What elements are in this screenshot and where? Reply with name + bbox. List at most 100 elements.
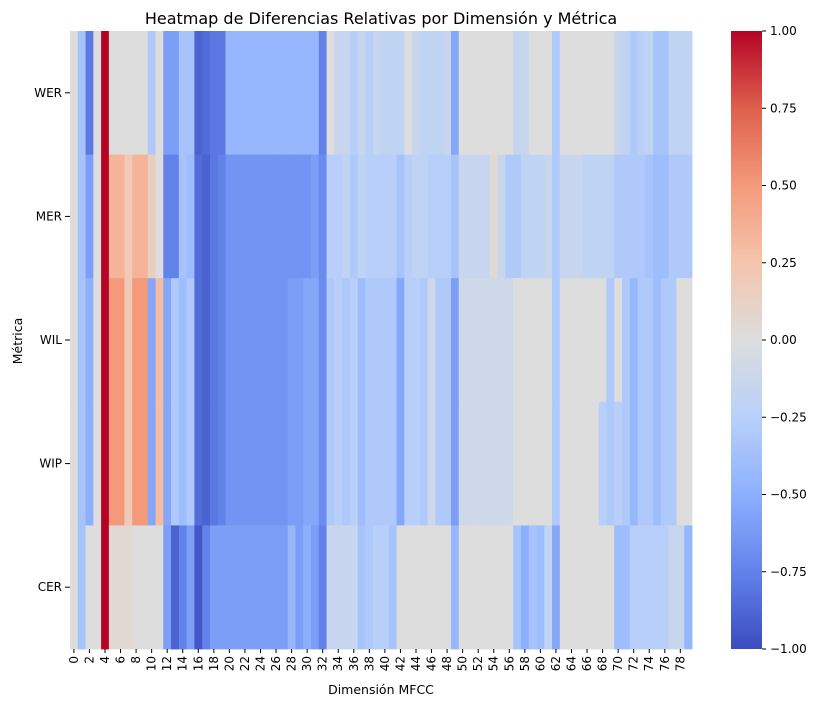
- heatmap-cell: [544, 154, 553, 279]
- heatmap-cell: [225, 401, 234, 526]
- heatmap-cell: [482, 525, 491, 650]
- colorbar-tick-label: 0.00: [770, 333, 797, 347]
- heatmap-cell: [474, 31, 483, 155]
- heatmap-cell: [450, 278, 460, 403]
- heatmap-cell: [248, 525, 258, 650]
- heatmap-cell: [404, 31, 413, 155]
- heatmap-cell: [404, 278, 413, 403]
- heatmap-cell: [629, 31, 638, 155]
- heatmap-cell: [233, 154, 242, 279]
- heatmap-cell: [474, 525, 483, 650]
- heatmap-cell: [311, 154, 320, 279]
- heatmap-cell: [412, 31, 421, 155]
- heatmap-cell: [116, 31, 125, 155]
- heatmap-cell: [326, 31, 335, 155]
- heatmap-cell: [147, 401, 156, 526]
- x-tick-label: 26: [269, 656, 283, 671]
- heatmap-cell: [412, 401, 421, 526]
- heatmap-cell: [365, 525, 374, 650]
- heatmap-cell: [419, 154, 429, 279]
- heatmap-cell: [653, 278, 662, 403]
- heatmap-cell: [567, 278, 576, 403]
- heatmap-cell: [684, 154, 693, 279]
- heatmap-cell: [264, 154, 273, 279]
- heatmap-cell: [241, 31, 250, 155]
- heatmap-cell: [435, 401, 444, 526]
- heatmap-cell: [567, 401, 576, 526]
- heatmap-cell: [101, 401, 110, 526]
- heatmap-cell: [614, 154, 623, 279]
- heatmap-cell: [85, 401, 94, 526]
- heatmap-cell: [450, 31, 460, 155]
- heatmap-cell: [139, 525, 149, 650]
- heatmap-cell: [101, 31, 110, 155]
- heatmap-cell: [241, 525, 250, 650]
- heatmap-cell: [93, 525, 102, 650]
- heatmap-cell: [365, 401, 374, 526]
- x-tick-label: 44: [409, 656, 423, 671]
- heatmap-cell: [404, 154, 413, 279]
- heatmap-cell: [396, 525, 405, 650]
- heatmap-cell: [225, 278, 234, 403]
- heatmap-cell: [676, 278, 685, 403]
- heatmap-cell: [209, 525, 219, 650]
- heatmap-cell: [544, 525, 553, 650]
- x-tick-label: 18: [207, 656, 221, 671]
- heatmap-cell: [497, 278, 506, 403]
- heatmap-cell: [622, 525, 631, 650]
- heatmap-cell: [629, 278, 638, 403]
- heatmap-cell: [178, 525, 188, 650]
- heatmap-cell: [513, 401, 522, 526]
- heatmap-cell: [287, 278, 296, 403]
- heatmap-cell: [163, 525, 172, 650]
- heatmap-cell: [443, 278, 452, 403]
- x-tick-label: 6: [114, 656, 128, 664]
- heatmap-cell: [279, 154, 289, 279]
- heatmap-cell: [318, 278, 327, 403]
- x-axis: 0 2 4 6 8 10 12 14 16 18 20 22 24 26 28 30 32 34 36 38 40 42 4…: [67, 649, 687, 671]
- heatmap-cell: [458, 401, 467, 526]
- heatmap-cell: [287, 31, 296, 155]
- heatmap-cell: [450, 154, 460, 279]
- heatmap-cell: [202, 31, 211, 155]
- heatmap-cell: [77, 31, 86, 155]
- heatmap-cell: [233, 401, 242, 526]
- heatmap-cell: [528, 401, 537, 526]
- heatmap-cell: [334, 154, 343, 279]
- heatmap-cell: [676, 31, 685, 155]
- heatmap-cell: [629, 154, 638, 279]
- heatmap-cell: [396, 154, 405, 279]
- heatmap-cell: [396, 31, 405, 155]
- heatmap-cell: [342, 154, 351, 279]
- heatmap-cell: [194, 278, 203, 403]
- heatmap-cell: [435, 154, 444, 279]
- heatmap-cell: [614, 401, 623, 526]
- heatmap-cell: [186, 31, 195, 155]
- heatmap-cell: [357, 31, 366, 155]
- heatmap-cell: [552, 31, 561, 155]
- heatmap-cell: [528, 278, 537, 403]
- heatmap-cell: [497, 31, 506, 155]
- heatmap-cell: [567, 525, 576, 650]
- heatmap-cell: [349, 31, 359, 155]
- heatmap-cell: [427, 154, 436, 279]
- heatmap-cell: [474, 154, 483, 279]
- heatmap-cell: [536, 401, 545, 526]
- heatmap-cell: [552, 401, 561, 526]
- heatmap-cell: [668, 31, 677, 155]
- heatmap-cell: [622, 31, 631, 155]
- heatmap-cell: [474, 278, 483, 403]
- heatmap-cell: [342, 525, 351, 650]
- heatmap-cell: [645, 278, 654, 403]
- heatmap-cell: [412, 154, 421, 279]
- heatmap-cell: [653, 525, 662, 650]
- heatmap-cell: [637, 278, 646, 403]
- heatmap-cell: [637, 154, 646, 279]
- heatmap-cell: [287, 525, 296, 650]
- heatmap-cell: [583, 31, 592, 155]
- heatmap-cell: [419, 31, 429, 155]
- colorbar-tick-label: −0.50: [770, 488, 807, 502]
- heatmap-cell: [388, 154, 397, 279]
- heatmap-cell: [396, 278, 405, 403]
